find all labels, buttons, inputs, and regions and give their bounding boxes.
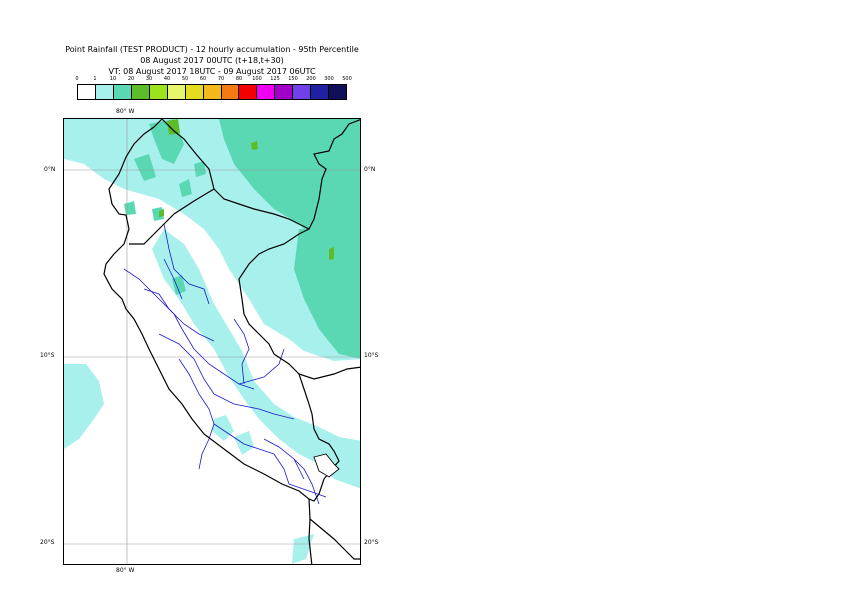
lon-label-top: 80° W bbox=[116, 108, 135, 115]
chart-title: Point Rainfall (TEST PRODUCT) - 12 hourl… bbox=[65, 45, 359, 54]
legend-labels: 0 1 10 20 30 40 50 60 70 80 100 125 150 200 300 500 bbox=[0, 76, 842, 85]
legend-colorbar bbox=[77, 84, 347, 100]
legend-swatch bbox=[239, 85, 258, 99]
lake-titicaca bbox=[313, 453, 340, 478]
legend-swatch bbox=[78, 85, 96, 99]
lat-label-left-20s: 20°S bbox=[40, 539, 55, 546]
chart-subtitle-run: 08 August 2017 00UTC (t+18,t+30) bbox=[140, 56, 284, 65]
legend-tick-label: 20 bbox=[127, 76, 135, 82]
legend-tick-label: 150 bbox=[288, 76, 298, 82]
map-canvas bbox=[64, 119, 360, 564]
lat-label-right-10s: 10°S bbox=[364, 352, 379, 359]
legend-swatch bbox=[203, 85, 222, 99]
legend-swatch bbox=[329, 85, 347, 99]
chart-subtitle-validity: VT: 08 August 2017 18UTC - 09 August 201… bbox=[108, 67, 316, 76]
legend-swatch bbox=[131, 85, 150, 99]
legend-swatch bbox=[167, 85, 186, 99]
lon-label-bottom: 80° W bbox=[116, 567, 135, 574]
country-borders bbox=[103, 119, 360, 564]
legend-tick-label: 40 bbox=[163, 76, 171, 82]
legend-swatch bbox=[95, 85, 114, 99]
legend-tick-label: 60 bbox=[199, 76, 207, 82]
rainfall-map bbox=[63, 118, 361, 565]
lat-label-right-0n: 0°N bbox=[364, 166, 376, 173]
rain-20-30-spots bbox=[159, 119, 334, 260]
legend-tick-label: 1 bbox=[93, 76, 97, 82]
legend-swatch bbox=[293, 85, 312, 99]
legend-swatch bbox=[311, 85, 330, 99]
legend-tick-label: 500 bbox=[342, 76, 352, 82]
legend-swatch bbox=[221, 85, 240, 99]
legend-tick-label: 125 bbox=[270, 76, 280, 82]
legend-tick-label: 10 bbox=[109, 76, 117, 82]
legend-tick-label: 70 bbox=[217, 76, 225, 82]
legend-swatch bbox=[149, 85, 168, 99]
legend-tick-label: 0 bbox=[75, 76, 79, 82]
legend-tick-label: 30 bbox=[145, 76, 153, 82]
lat-label-right-20s: 20°S bbox=[364, 539, 379, 546]
legend-tick-label: 100 bbox=[252, 76, 262, 82]
legend-swatch bbox=[185, 85, 204, 99]
admin-boundaries bbox=[123, 223, 327, 505]
legend-tick-label: 300 bbox=[324, 76, 334, 82]
rain-10-20-areas bbox=[124, 119, 360, 359]
graticule bbox=[64, 119, 360, 564]
legend-tick-label: 50 bbox=[181, 76, 189, 82]
legend-swatch bbox=[113, 85, 132, 99]
lat-label-left-10s: 10°S bbox=[40, 352, 55, 359]
legend-tick-label: 200 bbox=[306, 76, 316, 82]
legend-tick-label: 80 bbox=[235, 76, 243, 82]
legend-swatch bbox=[257, 85, 276, 99]
legend-swatch bbox=[275, 85, 294, 99]
lat-label-left-0n: 0°N bbox=[44, 166, 56, 173]
